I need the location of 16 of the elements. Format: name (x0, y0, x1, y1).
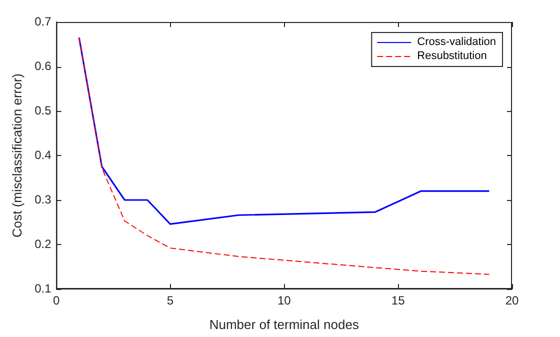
x-tick-label: 15 (391, 294, 406, 308)
y-axis-title: Cost (misclassification error) (9, 74, 24, 238)
y-tick-label: 0.4 (34, 148, 52, 162)
legend-label: Cross-validation (417, 36, 496, 48)
y-tick-label: 0.1 (34, 281, 52, 296)
x-axis-title: Number of terminal nodes (209, 316, 360, 332)
x-tick-label: 10 (277, 294, 292, 308)
y-tick-label: 0.5 (34, 103, 52, 118)
x-tick-label: 20 (505, 294, 519, 308)
y-tick-label: 0.3 (34, 192, 52, 206)
y-tick-label: 0.7 (34, 14, 52, 28)
x-tick-label: 0 (52, 294, 60, 308)
legend-label: Resubstitution (417, 50, 487, 62)
y-tick-label: 0.2 (34, 236, 52, 251)
x-tick-label: 5 (166, 294, 174, 308)
y-tick-label: 0.6 (34, 58, 52, 73)
